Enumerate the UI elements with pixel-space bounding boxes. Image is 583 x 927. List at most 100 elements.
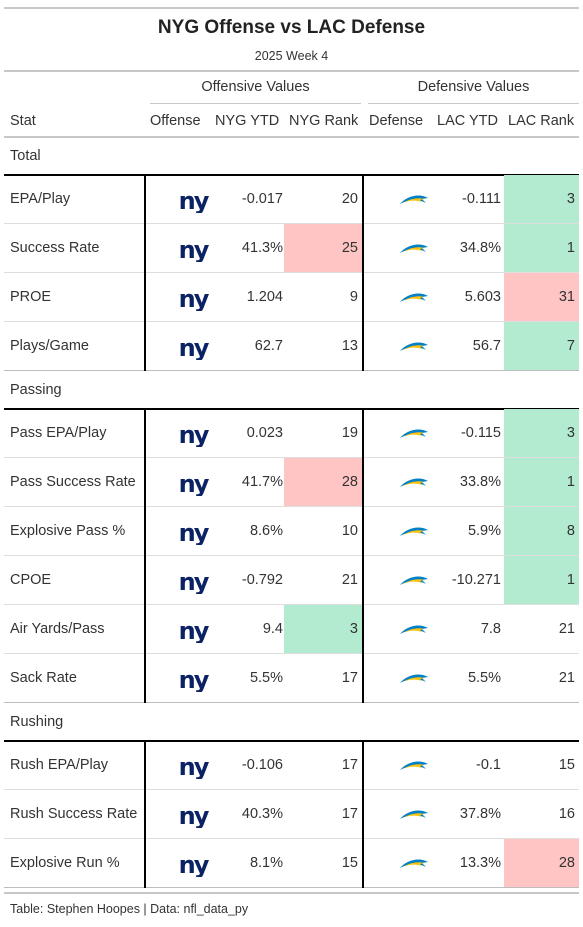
stat-name: Sack Rate — [10, 654, 77, 703]
table-row: Rush Success Rate ny 40.3% 17 37.8% 16 — [4, 790, 579, 839]
group-bottom-rule — [4, 702, 579, 703]
table-row: Plays/Game ny 62.7 13 56.7 7 — [4, 322, 579, 371]
spanner-defensive-values: Defensive Values — [368, 79, 579, 95]
bottom-rule — [4, 892, 579, 894]
defense-separator — [362, 409, 364, 703]
lac-ytd-value: 37.8% — [411, 790, 501, 839]
stat-name: Success Rate — [10, 224, 99, 273]
lac-ytd-value: 33.8% — [411, 458, 501, 507]
source-note: Table: Stephen Hoopes | Data: nfl_data_p… — [10, 902, 248, 916]
column-header-rule — [4, 136, 579, 138]
nyg-rank-value: 17 — [284, 790, 362, 839]
nyg-ytd-value: 9.4 — [152, 605, 283, 654]
table-title: NYG Offense vs LAC Defense — [4, 17, 579, 39]
nyg-ytd-value: 40.3% — [152, 790, 283, 839]
col-header-nyg-rank: NYG Rank — [289, 113, 358, 129]
lac-ytd-value: 34.8% — [411, 224, 501, 273]
nyg-rank-value: 20 — [284, 175, 362, 224]
stat-name: Rush EPA/Play — [10, 741, 108, 790]
stat-name: Air Yards/Pass — [10, 605, 105, 654]
nyg-ytd-value: 8.1% — [152, 839, 283, 888]
nyg-ytd-value: 0.023 — [152, 409, 283, 458]
stat-name: Pass EPA/Play — [10, 409, 106, 458]
table-row: Pass EPA/Play ny 0.023 19 -0.115 3 — [4, 409, 579, 458]
nyg-rank-value: 9 — [284, 273, 362, 322]
lac-rank-value: 28 — [504, 839, 579, 888]
nyg-ytd-value: 62.7 — [152, 322, 283, 371]
col-header-stat: Stat — [10, 113, 36, 129]
group-label: Passing — [10, 382, 62, 398]
table-row: PROE ny 1.204 9 5.603 31 — [4, 273, 579, 322]
table-subtitle: 2025 Week 4 — [4, 49, 579, 63]
stat-name: Explosive Pass % — [10, 507, 125, 556]
spanner-offense-line — [150, 103, 361, 104]
nyg-rank-value: 17 — [284, 654, 362, 703]
stat-name: Pass Success Rate — [10, 458, 136, 507]
lac-ytd-value: -10.271 — [411, 556, 501, 605]
nyg-ytd-value: -0.017 — [152, 175, 283, 224]
offense-separator — [144, 175, 146, 371]
lac-rank-value: 1 — [504, 458, 579, 507]
stat-name: PROE — [10, 273, 51, 322]
lac-rank-value: 3 — [504, 409, 579, 458]
nyg-rank-value: 19 — [284, 409, 362, 458]
group-bottom-rule — [4, 370, 579, 371]
lac-ytd-value: -0.111 — [411, 175, 501, 224]
nyg-rank-value: 3 — [284, 605, 362, 654]
nyg-ytd-value: 41.3% — [152, 224, 283, 273]
nyg-rank-value: 25 — [284, 224, 362, 273]
defense-separator — [362, 175, 364, 371]
table-row: Rush EPA/Play ny -0.106 17 -0.1 15 — [4, 741, 579, 790]
lac-rank-value: 31 — [504, 273, 579, 322]
table-row: Sack Rate ny 5.5% 17 5.5% 21 — [4, 654, 579, 703]
stats-table: NYG Offense vs LAC Defense 2025 Week 4 O… — [4, 7, 579, 927]
group-label: Total — [10, 148, 41, 164]
nyg-ytd-value: 1.204 — [152, 273, 283, 322]
stat-name: EPA/Play — [10, 175, 70, 224]
nyg-rank-value: 10 — [284, 507, 362, 556]
stat-name: Rush Success Rate — [10, 790, 137, 839]
lac-ytd-value: -0.1 — [411, 741, 501, 790]
lac-rank-value: 16 — [504, 790, 579, 839]
lac-rank-value: 1 — [504, 556, 579, 605]
spanner-defense-line — [368, 103, 579, 104]
group-label: Rushing — [10, 714, 63, 730]
col-header-defense: Defense — [369, 113, 423, 129]
defense-separator — [362, 741, 364, 888]
lac-ytd-value: -0.115 — [411, 409, 501, 458]
stat-name: Plays/Game — [10, 322, 89, 371]
nyg-rank-value: 21 — [284, 556, 362, 605]
offense-separator — [144, 409, 146, 703]
nyg-ytd-value: -0.106 — [152, 741, 283, 790]
lac-rank-value: 21 — [504, 654, 579, 703]
lac-ytd-value: 7.8 — [411, 605, 501, 654]
lac-rank-value: 7 — [504, 322, 579, 371]
table-row: Explosive Pass % ny 8.6% 10 5.9% 8 — [4, 507, 579, 556]
group-bottom-rule — [4, 887, 579, 888]
table-row: Pass Success Rate ny 41.7% 28 33.8% 1 — [4, 458, 579, 507]
offense-separator — [144, 741, 146, 888]
col-header-offense: Offense — [150, 113, 201, 129]
lac-ytd-value: 5.9% — [411, 507, 501, 556]
lac-ytd-value: 13.3% — [411, 839, 501, 888]
lac-rank-value: 3 — [504, 175, 579, 224]
stat-name: Explosive Run % — [10, 839, 120, 888]
header-rule — [4, 70, 579, 72]
nyg-ytd-value: -0.792 — [152, 556, 283, 605]
nyg-rank-value: 13 — [284, 322, 362, 371]
table-row: Explosive Run % ny 8.1% 15 13.3% 28 — [4, 839, 579, 888]
stat-name: CPOE — [10, 556, 51, 605]
lac-rank-value: 8 — [504, 507, 579, 556]
nyg-rank-value: 28 — [284, 458, 362, 507]
lac-rank-value: 21 — [504, 605, 579, 654]
nyg-ytd-value: 5.5% — [152, 654, 283, 703]
spanner-offensive-values: Offensive Values — [150, 79, 361, 95]
table-row: CPOE ny -0.792 21 -10.271 1 — [4, 556, 579, 605]
table-row: Air Yards/Pass ny 9.4 3 7.8 21 — [4, 605, 579, 654]
nyg-ytd-value: 41.7% — [152, 458, 283, 507]
lac-ytd-value: 56.7 — [411, 322, 501, 371]
table-row: Success Rate ny 41.3% 25 34.8% 1 — [4, 224, 579, 273]
lac-ytd-value: 5.603 — [411, 273, 501, 322]
col-header-lac-rank: LAC Rank — [508, 113, 574, 129]
lac-rank-value: 1 — [504, 224, 579, 273]
